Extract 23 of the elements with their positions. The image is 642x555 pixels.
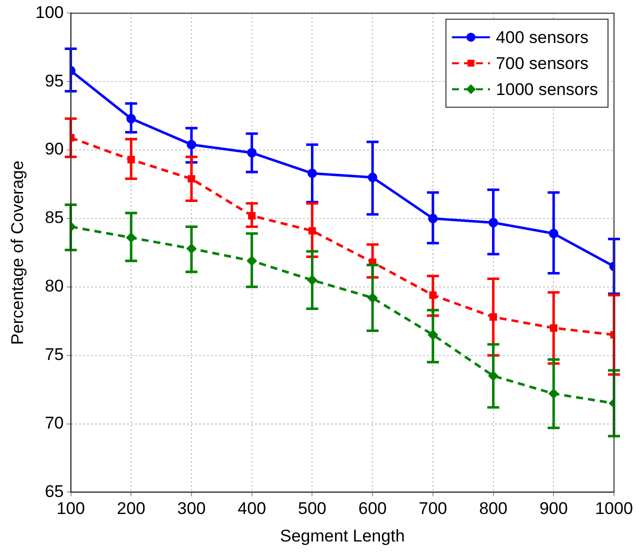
x-tick-label: 100 <box>56 499 85 518</box>
y-tick-label: 70 <box>44 413 64 432</box>
x-tick-label: 900 <box>539 499 568 518</box>
y-tick-label: 100 <box>35 2 64 22</box>
y-axis-title: Percentage of Coverage <box>8 160 27 345</box>
x-tick-label: 500 <box>298 499 326 518</box>
x-tick-label: 800 <box>479 499 508 518</box>
legend-label: 1000 sensors <box>496 80 598 99</box>
y-tick-label: 75 <box>44 345 64 364</box>
y-tick-label: 80 <box>44 276 64 296</box>
x-tick-label: 600 <box>358 499 387 518</box>
y-tick-label: 95 <box>44 71 64 90</box>
x-tick-label: 300 <box>177 499 206 518</box>
y-tick-label: 90 <box>44 140 64 159</box>
y-tick-label: 65 <box>44 482 64 501</box>
legend-label: 700 sensors <box>496 54 589 73</box>
x-tick-label: 1000 <box>595 499 633 518</box>
x-tick-label: 200 <box>116 499 146 518</box>
x-tick-label: 400 <box>238 499 266 518</box>
x-axis-title: Segment Length <box>280 526 405 546</box>
x-tick-label: 700 <box>418 499 448 518</box>
y-tick-label: 85 <box>44 208 64 228</box>
legend-label: 400 sensors <box>496 28 589 47</box>
